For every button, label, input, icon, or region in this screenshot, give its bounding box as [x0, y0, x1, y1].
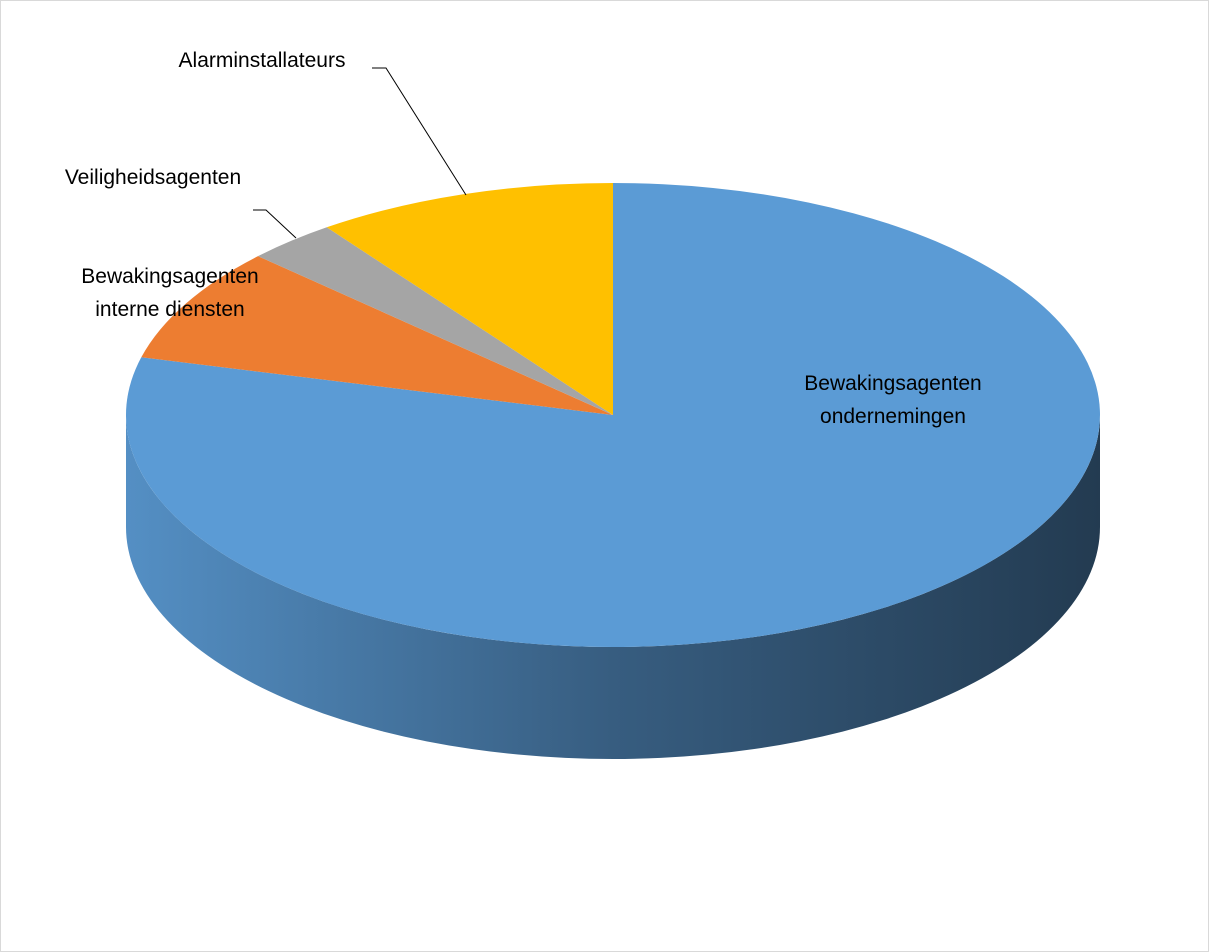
leader-line	[253, 209, 297, 239]
slice-label: Alarminstallateurs	[178, 48, 346, 72]
pie-slice	[257, 227, 613, 415]
pie-slice	[125, 183, 1100, 648]
pie-sides	[126, 415, 1100, 759]
pie-side	[126, 415, 1100, 759]
pie-slice	[326, 183, 613, 415]
pie-tops	[125, 183, 1100, 648]
slice-label: Veiligheidsagenten	[64, 165, 242, 189]
slice-label: Bewakingsagenten interne diensten	[81, 265, 259, 321]
pie-slice	[141, 256, 614, 415]
slice-label: Bewakingsagenten ondernemingen	[804, 372, 982, 428]
leader-line	[372, 67, 467, 196]
